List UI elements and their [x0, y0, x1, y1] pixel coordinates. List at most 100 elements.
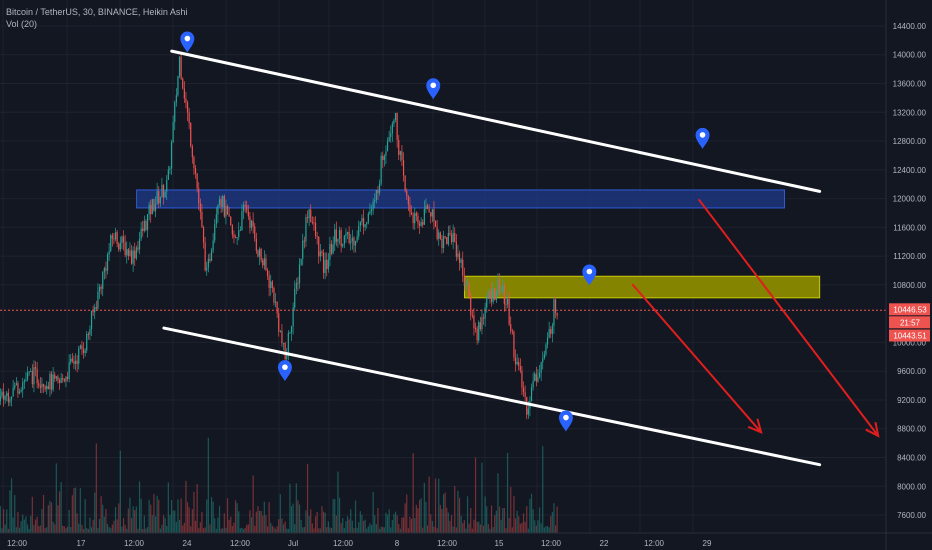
price-candle — [526, 397, 528, 415]
price-candle — [73, 361, 75, 364]
price-candle — [290, 326, 293, 333]
price-candle — [257, 250, 259, 257]
volume-bar — [545, 526, 547, 533]
volume-bar — [276, 526, 278, 533]
volume-bar — [191, 509, 193, 533]
volume-bar — [441, 509, 443, 533]
price-candle — [111, 235, 113, 239]
upper-channel-line[interactable] — [170, 49, 822, 193]
price-candle — [433, 209, 435, 222]
price-candle — [407, 196, 409, 205]
volume-bar — [343, 528, 345, 533]
price-candle — [409, 204, 411, 213]
price-candle — [258, 248, 261, 257]
price-candle — [457, 253, 459, 257]
price-tag-label: 21:57 — [900, 318, 921, 327]
price-tag-1[interactable] — [889, 303, 930, 316]
volume-bar — [161, 524, 163, 533]
price-candle — [447, 232, 449, 245]
pivot-marker-4[interactable] — [582, 264, 597, 286]
price-candle — [375, 190, 377, 200]
price-candle — [1, 391, 3, 397]
volume-bar — [68, 509, 70, 533]
price-candle — [68, 362, 70, 379]
price-candle — [487, 296, 489, 299]
volume-bar — [22, 514, 24, 533]
price-candle — [316, 235, 318, 237]
lower-channel-line[interactable] — [162, 326, 822, 467]
price-tick-label: 13200.00 — [893, 108, 927, 117]
price-candle — [479, 322, 481, 330]
volume-bar — [478, 521, 480, 533]
blue-resistance-zone[interactable] — [136, 189, 786, 209]
price-candle — [535, 373, 537, 382]
price-candle — [28, 371, 30, 373]
price-candle — [314, 222, 317, 236]
volume-bar — [292, 503, 294, 533]
price-candle — [398, 140, 400, 155]
price-candle — [255, 238, 257, 251]
volume-bar — [258, 510, 261, 533]
volume-bar — [502, 507, 504, 533]
price-tag-3[interactable] — [889, 329, 930, 342]
price-tick-label: 9600.00 — [897, 367, 926, 376]
chart-legend: Bitcoin / TetherUS, 30, BINANCE, Heikin … — [6, 6, 187, 30]
price-candle — [382, 155, 384, 161]
volume-bar — [356, 527, 358, 533]
volume-bar — [433, 526, 435, 533]
volume-bar — [428, 476, 430, 533]
price-candle — [126, 249, 128, 256]
price-candle — [146, 214, 149, 230]
volume-bar — [210, 497, 213, 533]
volume-bar — [198, 528, 200, 533]
price-candle — [362, 217, 365, 228]
price-candle — [148, 204, 150, 215]
volume-bar — [423, 482, 425, 533]
volume-bar — [225, 527, 227, 533]
price-candle — [484, 307, 486, 319]
price-candle — [161, 184, 163, 198]
price-candle — [182, 78, 184, 89]
volume-bar — [23, 519, 25, 533]
pivot-marker-3[interactable] — [695, 127, 710, 149]
volume-bar — [447, 512, 449, 533]
price-tag-2[interactable] — [889, 316, 930, 329]
price-candle — [345, 233, 347, 236]
short-arrow-2[interactable] — [697, 198, 879, 437]
volume-bar — [281, 518, 283, 533]
price-candle — [329, 243, 331, 260]
price-candle — [327, 259, 329, 269]
pivot-marker-5[interactable] — [277, 360, 292, 382]
price-candle — [242, 204, 245, 212]
volume-bar — [113, 520, 115, 533]
volume-bar — [425, 501, 427, 533]
price-candle — [391, 123, 393, 134]
price-candle — [262, 260, 264, 266]
volume-indicator-label[interactable]: Vol (20) — [6, 19, 38, 29]
price-candle — [508, 299, 510, 325]
volume-bar — [127, 508, 129, 533]
pivot-marker-6-dot — [563, 414, 569, 421]
symbol-title[interactable]: Bitcoin / TetherUS, 30, BINANCE, Heikin … — [6, 7, 188, 17]
volume-bar — [358, 522, 360, 533]
volume-bar — [20, 521, 22, 533]
volume-bar — [556, 506, 558, 533]
pivot-marker-1[interactable] — [180, 31, 195, 53]
price-tick-label: 12000.00 — [893, 195, 927, 204]
price-tick-label: 12400.00 — [893, 166, 927, 175]
price-candle — [252, 220, 254, 227]
price-candle — [556, 312, 558, 316]
volume-bar — [25, 516, 27, 533]
short-arrow-1[interactable] — [631, 283, 762, 433]
price-candle — [122, 236, 125, 243]
time-tick-label: Jul — [288, 539, 298, 548]
pivot-marker-2[interactable] — [426, 78, 441, 100]
pivot-marker-6[interactable] — [558, 410, 573, 432]
price-candle — [202, 227, 205, 243]
volume-bar — [207, 437, 209, 533]
price-candle — [268, 275, 270, 288]
volume-bar — [177, 499, 179, 533]
volume-bar — [282, 524, 285, 533]
